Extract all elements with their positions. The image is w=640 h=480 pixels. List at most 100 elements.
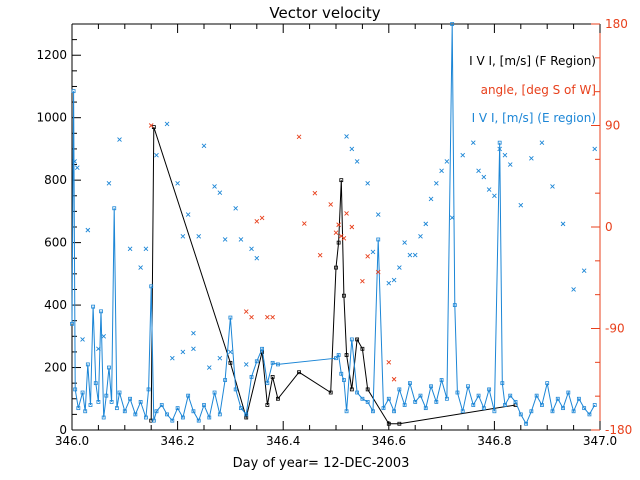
data-point <box>164 121 170 127</box>
data-point <box>270 375 275 379</box>
data-point <box>336 240 341 245</box>
data-point <box>228 360 233 365</box>
data-point <box>302 221 307 226</box>
data-point <box>249 246 254 252</box>
data-point <box>566 390 571 395</box>
data-point <box>336 222 341 228</box>
y-left-tick-label: 400 <box>44 298 67 312</box>
data-point <box>355 337 360 342</box>
data-point <box>391 277 397 283</box>
series-1 <box>70 22 597 426</box>
data-point <box>354 159 360 164</box>
data-point <box>122 409 127 414</box>
data-point <box>470 140 476 145</box>
data-point <box>365 180 370 186</box>
data-point <box>349 146 355 152</box>
data-point <box>371 409 375 414</box>
data-point <box>217 190 223 195</box>
y-left-tick-label: 1200 <box>36 48 67 62</box>
data-point <box>270 360 275 365</box>
data-point <box>434 180 439 186</box>
data-point <box>513 399 518 404</box>
data-point <box>170 355 175 361</box>
data-point <box>439 168 444 174</box>
legend-entry: I V I, [m/s] (F Region) <box>469 54 596 68</box>
data-point <box>106 180 112 186</box>
data-point <box>76 406 81 411</box>
data-point <box>342 378 346 382</box>
data-point <box>444 396 449 401</box>
data-point <box>83 409 88 414</box>
data-point <box>503 403 507 407</box>
data-point <box>144 415 148 420</box>
data-point <box>476 393 481 398</box>
data-point <box>276 396 280 401</box>
data-point <box>260 346 264 351</box>
data-point <box>370 249 376 255</box>
data-point <box>127 246 133 252</box>
data-point <box>180 415 185 420</box>
x-tick-label: 347.0 <box>583 434 617 448</box>
data-point <box>196 234 202 239</box>
data-point <box>413 399 418 404</box>
data-point <box>239 406 243 411</box>
data-point <box>254 255 260 261</box>
chart-title: Vector velocity <box>269 4 380 22</box>
x-tick-label: 346.4 <box>266 434 300 448</box>
data-point <box>529 155 534 161</box>
data-point <box>333 230 339 235</box>
data-point <box>492 409 497 414</box>
data-point <box>180 234 186 239</box>
data-point <box>180 349 186 355</box>
data-point <box>249 314 254 320</box>
data-point <box>217 355 223 361</box>
data-point <box>540 403 544 407</box>
data-point <box>191 346 196 352</box>
data-point <box>339 178 344 183</box>
data-point <box>460 152 466 158</box>
data-point <box>207 415 212 420</box>
data-point <box>402 240 407 245</box>
data-point <box>154 152 159 158</box>
data-point <box>397 421 402 426</box>
data-point <box>265 314 270 320</box>
data-point <box>233 205 238 211</box>
data-point <box>386 360 392 365</box>
data-point <box>154 409 159 414</box>
data-point <box>423 221 429 227</box>
data-point <box>518 202 524 208</box>
x-tick-label: 346.0 <box>55 434 89 448</box>
data-point <box>344 353 349 357</box>
data-point <box>492 193 497 199</box>
data-point <box>101 415 106 420</box>
data-point <box>471 403 476 407</box>
data-point <box>534 393 539 398</box>
data-point <box>317 252 323 258</box>
data-point <box>344 211 349 216</box>
data-point <box>518 412 523 417</box>
data-point <box>206 365 212 370</box>
data-point <box>486 187 492 192</box>
data-point <box>191 409 196 414</box>
x-tick-label: 346.2 <box>160 434 194 448</box>
data-point <box>80 390 85 395</box>
y-right-tick-label: -180 <box>605 423 632 437</box>
data-point <box>497 140 502 145</box>
data-point <box>334 356 338 361</box>
data-point <box>276 362 280 367</box>
data-point <box>386 421 391 426</box>
y-left-tick-label: 600 <box>44 236 67 250</box>
data-point <box>138 265 143 270</box>
data-point <box>72 159 77 164</box>
data-point <box>524 421 528 426</box>
data-point <box>349 224 355 230</box>
data-point <box>392 409 396 414</box>
data-point <box>233 387 238 392</box>
data-point <box>148 123 154 128</box>
data-point <box>243 362 249 367</box>
data-point <box>434 399 439 404</box>
data-point <box>73 387 78 392</box>
data-point <box>481 174 487 180</box>
data-point <box>349 337 354 342</box>
data-point <box>582 406 587 411</box>
